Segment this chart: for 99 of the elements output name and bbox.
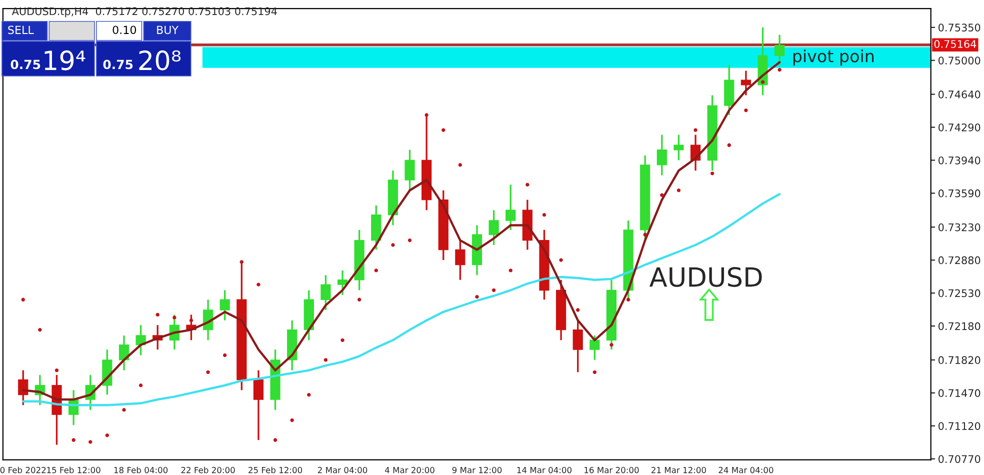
x-tick-label: 4 Mar 20:00 xyxy=(384,466,434,474)
x-tick-label: 21 Mar 12:00 xyxy=(652,466,706,474)
annotation: AUDUSD xyxy=(649,266,762,287)
candlestick xyxy=(674,134,684,162)
point xyxy=(727,143,731,147)
x-tick-label: 15 Feb 12:00 xyxy=(47,466,100,474)
y-tick-label: 0.71470 xyxy=(938,389,980,398)
point xyxy=(138,384,143,388)
point xyxy=(744,108,748,112)
point xyxy=(38,328,42,332)
candlestick xyxy=(656,134,667,176)
candlestick xyxy=(220,289,230,322)
x-tick-label: 14 Mar 04:00 xyxy=(517,466,572,474)
point xyxy=(458,163,462,167)
point xyxy=(610,343,614,347)
point xyxy=(626,298,630,302)
x-tick-label: 16 Mar 20:00 xyxy=(584,466,639,474)
point xyxy=(508,268,512,272)
point xyxy=(122,408,126,412)
annotation: 0.75 xyxy=(10,60,40,70)
point xyxy=(273,438,278,442)
point xyxy=(442,128,446,132)
point xyxy=(189,318,194,322)
point xyxy=(576,308,580,312)
y-tick-label: 0.70770 xyxy=(938,455,980,463)
candlestick xyxy=(774,34,785,66)
y-tick-label: 0.74640 xyxy=(938,90,980,98)
x-tick-label: 0 Feb 2022 xyxy=(0,466,46,474)
y-tick-label: 0.72880 xyxy=(938,256,980,264)
candlestick xyxy=(337,270,348,296)
x-tick-label: 9 Mar 12:00 xyxy=(452,466,502,474)
point xyxy=(475,294,479,299)
point xyxy=(778,68,782,72)
point xyxy=(172,316,176,320)
candlestick xyxy=(136,324,146,356)
point xyxy=(676,188,681,192)
point xyxy=(592,370,596,374)
candlestick xyxy=(488,209,499,246)
y-tick-label: 0.73230 xyxy=(938,223,980,232)
x-tick-label: 24 Mar 04:00 xyxy=(718,466,774,474)
y-tick-label: 0.71120 xyxy=(938,422,980,430)
point xyxy=(526,182,530,187)
point xyxy=(156,312,160,317)
candlestick xyxy=(118,334,130,372)
point xyxy=(424,113,428,117)
candlestick xyxy=(506,184,516,231)
point xyxy=(72,438,76,442)
y-tick-label: 0.75350 xyxy=(938,24,980,32)
annotation: 19⁴ xyxy=(44,50,86,70)
y-tick-label: 0.72530 xyxy=(938,289,980,298)
annotation: 0.75 xyxy=(103,60,133,70)
point xyxy=(760,80,765,84)
candlestick xyxy=(253,369,264,441)
x-tick-label: 2 Mar 04:00 xyxy=(318,466,368,474)
point xyxy=(660,193,664,197)
point xyxy=(492,288,496,292)
y-tick-label: 0.73590 xyxy=(938,189,980,198)
point xyxy=(694,128,698,132)
point xyxy=(206,370,210,374)
annotation: 0.10 xyxy=(112,26,136,34)
point xyxy=(391,243,395,247)
y-tick-label: 0.74290 xyxy=(938,123,980,132)
y-tick-label: 0.71820 xyxy=(938,356,980,364)
point xyxy=(88,440,92,444)
point xyxy=(357,298,362,302)
candlestick xyxy=(404,149,415,192)
point xyxy=(54,368,59,372)
band-label: pivot poin xyxy=(793,49,874,66)
point xyxy=(559,258,563,262)
point xyxy=(408,238,412,242)
point xyxy=(324,358,328,362)
y-tick-label: 0.72180 xyxy=(938,322,980,330)
point xyxy=(290,418,294,422)
candlestick xyxy=(455,239,466,281)
point xyxy=(105,433,110,438)
candlestick xyxy=(572,320,583,374)
annotation: BUY xyxy=(157,26,179,34)
ref-line-label: 0.75164 xyxy=(934,40,976,48)
annotation: 20⁸ xyxy=(139,50,181,70)
x-tick-label: 18 Feb 04:00 xyxy=(114,466,168,474)
chart-title: AUDUSD.tp,H4 0.75172 0.75270 0.75103 0.75194 xyxy=(12,7,277,18)
point xyxy=(21,298,25,302)
point xyxy=(307,392,311,397)
y-tick-label: 0.75000 xyxy=(938,56,980,64)
x-tick-label: 25 Feb 12:00 xyxy=(248,466,302,474)
point xyxy=(542,213,546,217)
candlestick xyxy=(590,334,600,361)
annotation: SELL xyxy=(8,26,34,34)
candlestick xyxy=(740,70,752,96)
point xyxy=(340,338,344,342)
point xyxy=(240,260,244,264)
point xyxy=(374,268,378,272)
point xyxy=(710,172,714,176)
candlestick xyxy=(320,274,331,311)
point xyxy=(256,282,260,286)
y-tick-label: 0.73940 xyxy=(938,156,980,164)
x-tick-label: 22 Feb 20:00 xyxy=(181,466,235,474)
point xyxy=(223,353,227,358)
point xyxy=(643,232,647,236)
